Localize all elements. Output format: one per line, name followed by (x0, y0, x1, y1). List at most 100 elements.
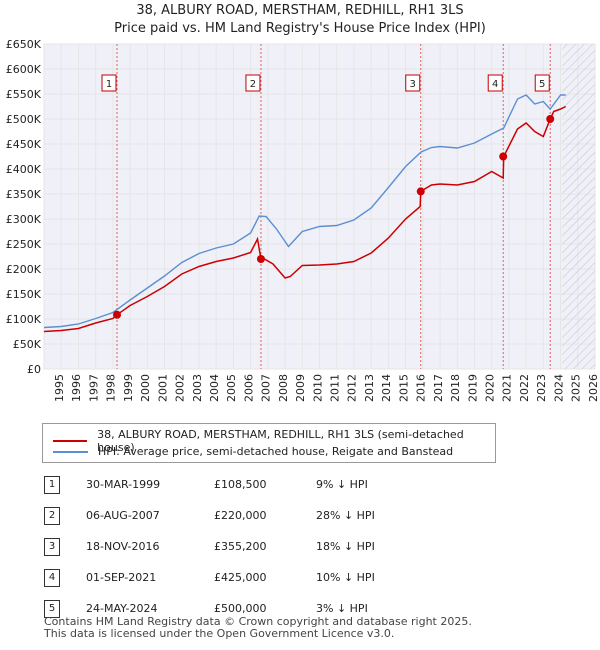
y-tick-label: £600K (6, 63, 42, 76)
sale-number-badge: 1 (44, 476, 60, 494)
sale-marker-number: 5 (539, 79, 545, 90)
sale-marker-number: 3 (410, 79, 416, 90)
x-tick-label: 1996 (70, 374, 83, 402)
y-tick-label: £400K (6, 163, 42, 176)
x-tick-label: 2026 (587, 374, 600, 402)
x-tick-label: 2018 (449, 374, 462, 402)
x-tick-label: 2022 (518, 374, 531, 402)
x-tick-label: 2009 (294, 374, 307, 402)
footer-license: This data is licensed under the Open Gov… (44, 627, 395, 640)
x-tick-label: 2014 (380, 374, 393, 402)
sale-hpi-diff: 10% ↓ HPI (316, 571, 375, 584)
y-tick-label: £200K (6, 263, 42, 276)
sale-point (113, 310, 122, 319)
sale-hpi-diff: 9% ↓ HPI (316, 478, 368, 491)
sale-marker-box (487, 74, 503, 92)
x-tick-label: 2021 (501, 374, 514, 402)
sale-price: £220,000 (214, 509, 267, 522)
x-tick-label: 1998 (105, 374, 118, 402)
x-tick-label: 2007 (260, 374, 273, 402)
x-tick-label: 2023 (535, 374, 548, 402)
sale-date: 30-MAR-1999 (86, 478, 161, 491)
sale-marker-number: 4 (492, 79, 498, 90)
table-row: 4 01-SEP-2021 £425,000 10% ↓ HPI (44, 569, 464, 591)
x-tick-label: 2016 (415, 374, 428, 402)
sale-marker-box (245, 74, 261, 92)
y-tick-label: £250K (6, 238, 42, 251)
x-tick-label: 2008 (277, 374, 290, 402)
sale-date: 24-MAY-2024 (86, 602, 158, 615)
hpi-line (43, 94, 566, 329)
sale-hpi-diff: 18% ↓ HPI (316, 540, 375, 553)
forecast-hatch (562, 44, 595, 369)
x-tick-label: 2025 (570, 374, 583, 402)
table-row: 5 24-MAY-2024 £500,000 3% ↓ HPI (44, 600, 464, 622)
y-tick-label: £300K (6, 213, 42, 226)
property-price-line (43, 105, 567, 333)
sale-date: 06-AUG-2007 (86, 509, 160, 522)
x-tick-label: 2010 (311, 374, 324, 402)
x-tick-label: 2024 (552, 374, 565, 402)
sale-number-badge: 2 (44, 507, 60, 525)
table-row: 1 30-MAR-1999 £108,500 9% ↓ HPI (44, 476, 464, 498)
y-tick-label: £350K (6, 188, 42, 201)
sale-marker-number: 2 (250, 79, 256, 90)
legend-swatch-property (53, 440, 88, 442)
x-tick-label: 2002 (174, 374, 187, 402)
x-tick-label: 2012 (346, 374, 359, 402)
table-row: 3 18-NOV-2016 £355,200 18% ↓ HPI (44, 538, 464, 560)
legend-swatch-hpi (53, 450, 88, 453)
x-tick-label: 2019 (466, 374, 479, 402)
sale-date: 18-NOV-2016 (86, 540, 160, 553)
y-tick-label: £0 (27, 363, 41, 376)
x-tick-label: 2006 (242, 374, 255, 402)
y-tick-label: £150K (6, 288, 42, 301)
x-tick-label: 2011 (329, 374, 342, 402)
sale-marker-box (534, 74, 550, 92)
y-tick-label: £50K (13, 338, 42, 351)
table-row: 2 06-AUG-2007 £220,000 28% ↓ HPI (44, 507, 464, 529)
y-tick-label: £550K (6, 88, 42, 101)
price-chart: 1 2 3 4 5 £0 £50K £100K £150K £200K £250K £300K £350… (6, 38, 600, 402)
sale-point (499, 152, 508, 161)
legend-label-hpi: HPI: Average price, semi-detached house,… (98, 445, 454, 458)
x-tick-label: 1999 (122, 374, 135, 402)
chart-title-line2: Price paid vs. HM Land Registry's House … (114, 21, 486, 36)
sale-hpi-diff: 28% ↓ HPI (316, 509, 375, 522)
y-tick-label: £450K (6, 138, 42, 151)
sale-date: 01-SEP-2021 (86, 571, 157, 584)
sale-marker-box (101, 74, 117, 92)
legend-label-property: 38, ALBURY ROAD, MERSTHAM, REDHILL, RH1 … (97, 428, 464, 454)
sale-marker-number: 1 (106, 79, 112, 90)
sale-number-badge: 3 (44, 538, 60, 556)
sale-price: £500,000 (214, 602, 267, 615)
legend-item-hpi: HPI: Average price, semi-detached house,… (53, 445, 453, 458)
x-tick-label: 2017 (432, 374, 445, 402)
footer: Contains HM Land Registry data © Crown c… (44, 616, 472, 640)
y-tick-label: £100K (6, 313, 42, 326)
x-tick-label: 2001 (156, 374, 169, 402)
sale-hpi-diff: 3% ↓ HPI (316, 602, 368, 615)
x-tick-label: 2020 (483, 374, 496, 402)
x-tick-label: 2000 (139, 374, 152, 402)
x-tick-label: 2003 (191, 374, 204, 402)
sale-price: £355,200 (214, 540, 267, 553)
x-tick-label: 2015 (397, 374, 410, 402)
y-tick-label: £500K (6, 113, 42, 126)
x-tick-label: 2004 (208, 374, 221, 402)
footer-copyright: Contains HM Land Registry data © Crown c… (44, 615, 472, 628)
x-tick-label: 2013 (363, 374, 376, 402)
sale-point (256, 255, 265, 263)
x-tick-label: 1997 (87, 374, 100, 402)
sale-marker-box (405, 74, 421, 92)
sale-number-badge: 5 (44, 600, 60, 618)
x-tick-label: 2005 (225, 374, 238, 402)
sale-point (416, 187, 425, 196)
y-tick-label: £650K (6, 38, 42, 51)
sale-point (546, 115, 555, 123)
sale-number-badge: 4 (44, 569, 60, 587)
legend-item-property: 38, ALBURY ROAD, MERSTHAM, REDHILL, RH1 … (53, 428, 495, 454)
x-tick-label: 1995 (53, 374, 66, 402)
sale-price: £108,500 (214, 478, 267, 491)
sale-price: £425,000 (214, 571, 267, 584)
